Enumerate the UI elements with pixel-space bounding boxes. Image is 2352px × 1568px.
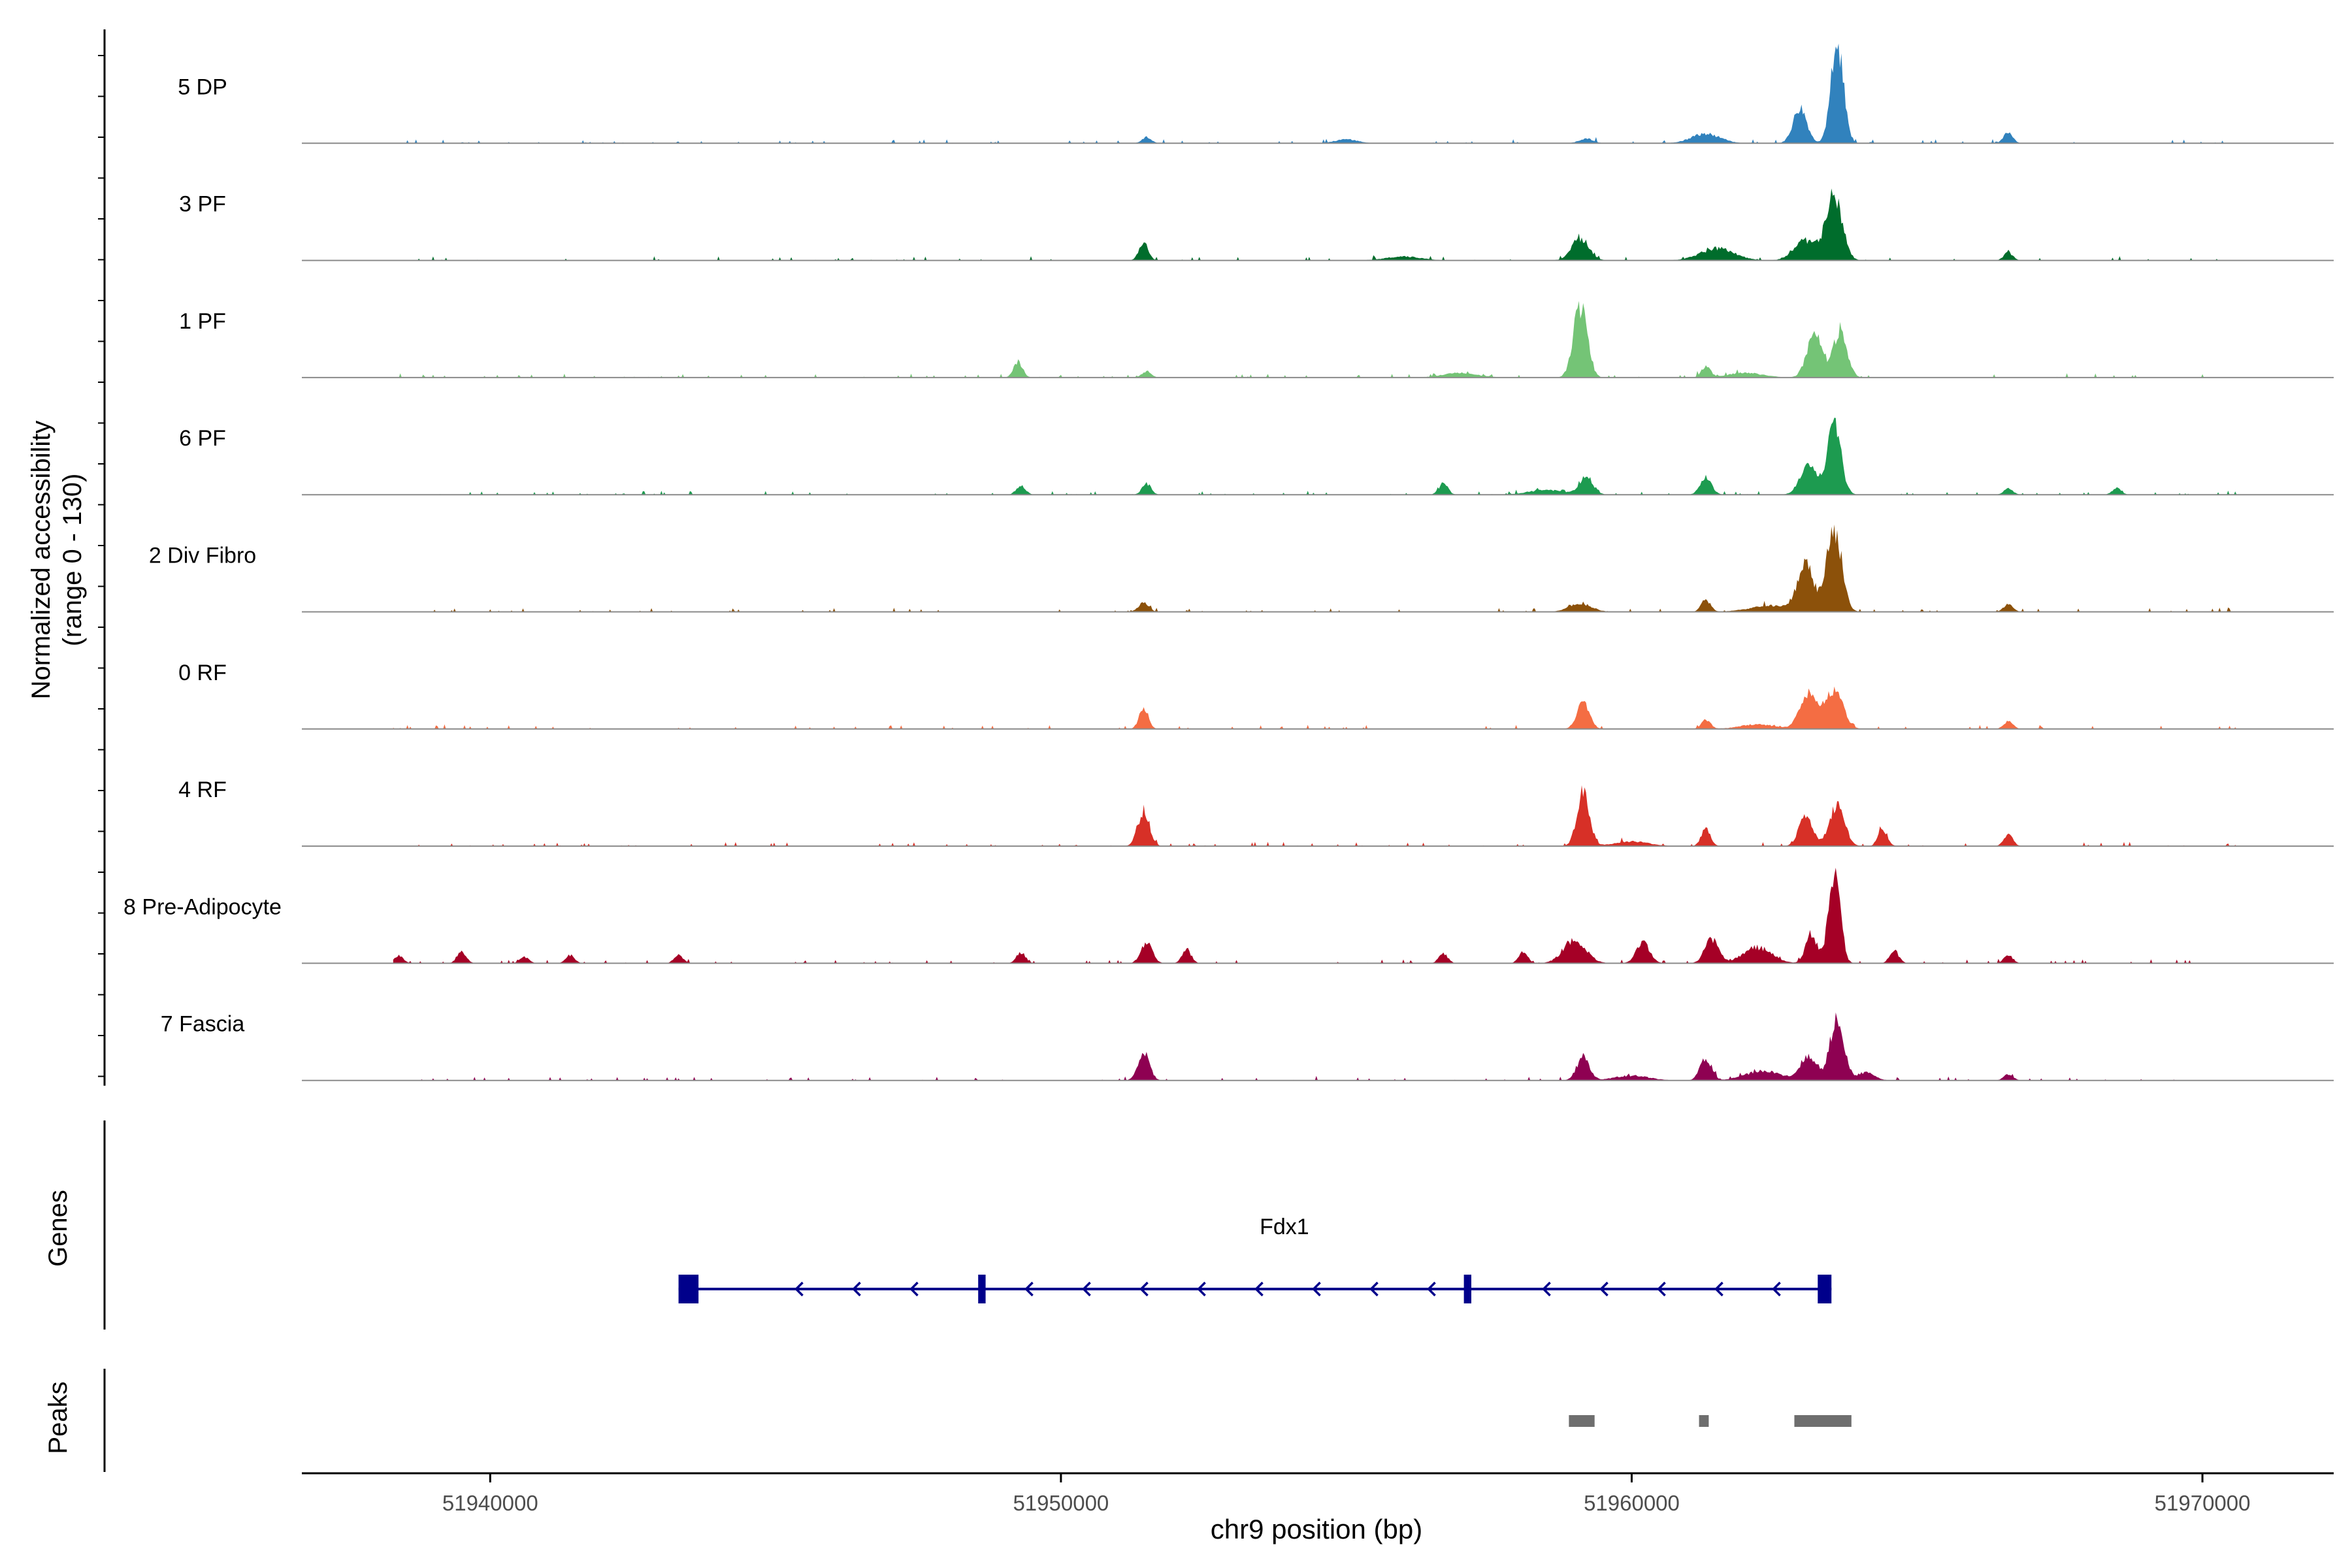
- strand-arrow: [1714, 1281, 1723, 1297]
- strand-arrow: [1254, 1281, 1264, 1297]
- strand-arrow: [1024, 1281, 1034, 1297]
- genes-axis-title: Genes: [44, 1190, 73, 1267]
- track-label-2: 1 PF: [179, 309, 226, 334]
- x-axis: 51940000 51950000 51960000 51970000: [302, 1472, 2334, 1515]
- track-area-0: [393, 43, 2237, 144]
- gene-exon-2: [1463, 1275, 1471, 1303]
- strand-arrow: [1139, 1281, 1149, 1297]
- gene-name-label: Fdx1: [1260, 1215, 1309, 1239]
- track-area-1: [393, 188, 2237, 261]
- track-area-6: [393, 785, 2237, 847]
- strand-arrow: [1599, 1281, 1609, 1297]
- track-label-0: 5 DP: [178, 74, 227, 99]
- x-tick-label-1: 51950000: [1013, 1491, 1109, 1515]
- track-area-3: [393, 417, 2237, 495]
- track-label-7: 8 Pre-Adipocyte: [123, 894, 282, 919]
- strand-arrow: [1369, 1281, 1379, 1297]
- track-label-3: 6 PF: [179, 426, 226, 451]
- peak-region-1: [1699, 1415, 1709, 1427]
- track-label-8: 7 Fascia: [161, 1012, 245, 1037]
- gene-exon-3: [1818, 1275, 1832, 1303]
- track-label-6: 4 RF: [178, 777, 227, 802]
- y-axis-subtitle: (range 0 - 130): [58, 474, 87, 647]
- peak-region-0: [1569, 1415, 1595, 1427]
- track-label-1: 3 PF: [179, 192, 226, 217]
- track-area-7: [393, 868, 2237, 964]
- track-area-2: [393, 301, 2237, 378]
- track-area-4: [393, 524, 2237, 612]
- peak-region-2: [1794, 1415, 1852, 1427]
- gene-exon-1: [978, 1275, 986, 1303]
- strand-arrow: [1542, 1281, 1551, 1297]
- x-axis-title: chr9 position (bp): [1211, 1514, 1423, 1544]
- strand-arrow: [852, 1281, 861, 1297]
- strand-arrow: [909, 1281, 919, 1297]
- y-axis-title: Normalized accessibility: [27, 421, 56, 700]
- track-label-4: 2 Div Fibro: [149, 544, 256, 568]
- track-label-5: 0 RF: [178, 661, 227, 685]
- peaks-axis-title: Peaks: [44, 1381, 73, 1454]
- track-area-8: [393, 1012, 2237, 1081]
- peaks-track: [103, 1369, 1852, 1472]
- track-area-5: [393, 686, 2237, 729]
- x-tick-label-3: 51970000: [2155, 1491, 2251, 1515]
- gene-exon-0: [678, 1275, 699, 1303]
- x-tick-label-2: 51960000: [1584, 1491, 1680, 1515]
- strand-arrow: [1082, 1281, 1091, 1297]
- accessibility-tracks: 5 DP 3 PF 1 PF 6 PF 2 Div Fibro 0 RF 4 RF 8 Pre…: [98, 29, 2334, 1086]
- strand-arrow: [1657, 1281, 1666, 1297]
- x-tick-label-0: 51940000: [442, 1491, 538, 1515]
- strand-arrow: [1427, 1281, 1436, 1297]
- strand-arrow: [1772, 1281, 1781, 1297]
- strand-arrow: [1312, 1281, 1321, 1297]
- strand-arrow: [794, 1281, 804, 1297]
- strand-arrow: [1197, 1281, 1206, 1297]
- gene-track: Fdx1: [103, 1120, 1832, 1330]
